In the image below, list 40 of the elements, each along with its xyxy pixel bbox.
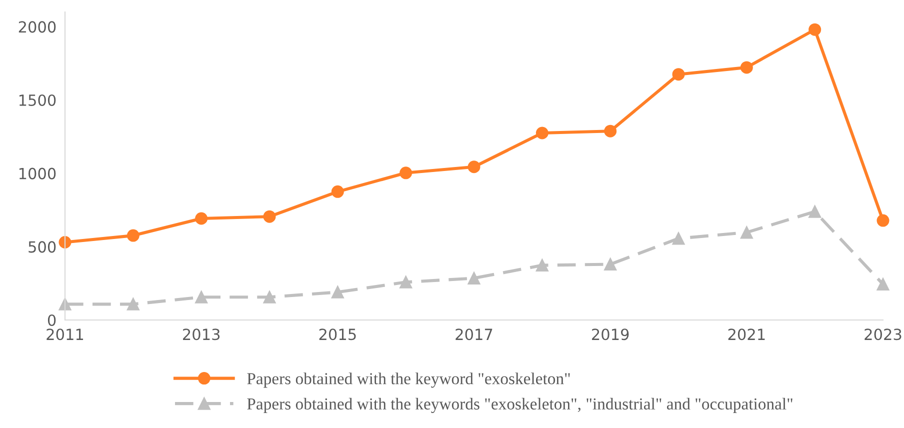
point (808, 23, 822, 36)
x-tick-label: 2023 (864, 328, 902, 340)
x-tick-label: 2021 (728, 328, 765, 340)
point (876, 278, 890, 290)
x-tick-label: 2015 (319, 328, 356, 340)
point (468, 160, 480, 174)
point (808, 205, 822, 218)
point (740, 226, 753, 239)
y-tick-label: 2000 (18, 21, 56, 33)
x-tick-label: 2013 (183, 328, 220, 340)
y-tick-label: 0 (48, 314, 56, 326)
point (126, 229, 140, 242)
x-tick-label: 2019 (592, 328, 629, 340)
point (536, 259, 548, 272)
legend-label: Papers obtained with the keywords "exoskeleton", "industrial" and "occupational" (247, 398, 792, 413)
point (604, 124, 617, 138)
point (400, 276, 412, 288)
point (263, 290, 276, 304)
point (672, 232, 685, 245)
point (876, 214, 890, 227)
point (331, 185, 344, 198)
point (263, 210, 276, 223)
point (400, 166, 412, 180)
point (604, 258, 617, 271)
y-tick-label: 500 (28, 241, 56, 253)
point (195, 212, 208, 225)
point (468, 272, 480, 284)
point (58, 236, 72, 249)
y-tick-label: 1500 (19, 94, 56, 106)
y-tick-label: 1000 (19, 168, 56, 180)
point (331, 286, 344, 298)
point (672, 68, 685, 81)
point (536, 126, 548, 140)
point (740, 61, 753, 74)
x-tick-label: 2011 (46, 328, 84, 340)
legend-label: Papers obtained with the keyword "exoskeleton" (247, 372, 570, 388)
point (195, 290, 208, 304)
point (126, 298, 140, 310)
point (58, 298, 72, 310)
x-tick-label: 2017 (456, 328, 492, 340)
